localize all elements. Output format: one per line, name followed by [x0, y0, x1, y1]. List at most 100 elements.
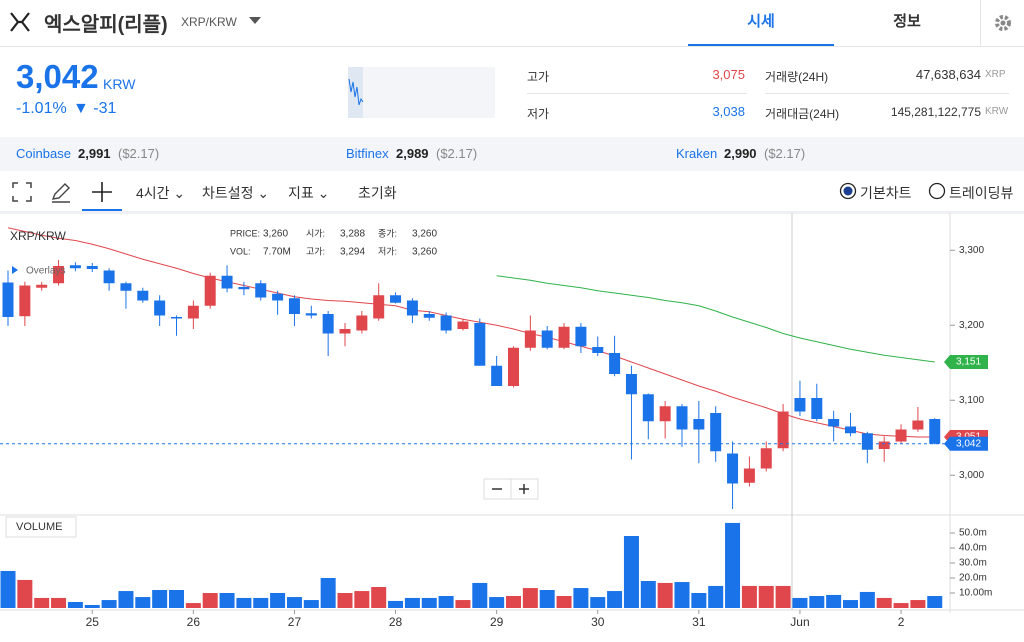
volume-bar: [51, 597, 67, 608]
candle-body: [558, 326, 570, 348]
candle-body: [69, 265, 81, 269]
candle-body: [794, 398, 806, 412]
volume-bar: [758, 585, 774, 608]
candle-body: [845, 426, 856, 434]
draw-tool[interactable]: [50, 181, 72, 203]
exchange-name: Coinbase: [16, 146, 71, 161]
volume-bar: [809, 596, 825, 608]
reset[interactable]: 초기화: [358, 185, 397, 201]
volume-bar: [522, 588, 538, 608]
coin-title: 엑스알피(리플): [44, 14, 168, 36]
exchange-price: 2,990: [724, 146, 757, 161]
info-label: 종가:: [378, 228, 397, 238]
volume-bar: [236, 597, 252, 608]
interval[interactable]: 4시간 ⌄: [136, 185, 186, 201]
stat-label: 거래량(24H): [765, 70, 829, 84]
dropdown[interactable]: [248, 16, 262, 26]
exchange-price: 2,989: [396, 146, 429, 161]
volume-bar: [320, 578, 336, 608]
info-value: 3,260: [412, 247, 437, 258]
y-tick-label: 3,300: [959, 245, 984, 256]
info-label: PRICE:: [230, 228, 260, 238]
candle-body: [524, 330, 536, 348]
logo: [10, 12, 30, 32]
exchange-name: Kraken: [676, 146, 718, 161]
candle-body: [727, 453, 739, 484]
candle-body: [912, 420, 924, 430]
volume-bar: [826, 594, 842, 608]
candle-body: [390, 295, 402, 303]
info-label: 시가:: [306, 228, 325, 238]
candle-body: [811, 398, 823, 419]
candle-body: [592, 347, 604, 353]
volume-label-box: [5, 516, 77, 538]
info-value: 3,294: [340, 247, 365, 258]
volume-bar: [0, 570, 16, 608]
vol-tick-label: 10.00m: [959, 588, 992, 599]
volume-bar: [253, 597, 269, 608]
price-tag: [944, 436, 988, 451]
candle-body: [103, 270, 115, 284]
volume-bar: [101, 600, 117, 608]
volume-bar: [725, 522, 741, 608]
volume-bar: [708, 585, 724, 608]
stat-value: 3,038: [712, 104, 745, 119]
mode-option[interactable]: 트레이딩뷰: [949, 185, 1014, 201]
y-tick-label: 3,200: [959, 320, 984, 331]
volume-bar: [927, 596, 943, 608]
price-tag-label: 3,151: [956, 357, 981, 368]
candle-body: [322, 314, 334, 334]
volume-bar: [404, 597, 420, 608]
volume-bar: [354, 591, 370, 608]
volume-bar: [843, 600, 858, 608]
candle-body: [356, 315, 368, 331]
candle-body: [53, 266, 65, 284]
tab[interactable]: 정보: [893, 13, 921, 30]
candle-body: [204, 275, 216, 306]
exchange-usd: ($2.17): [764, 146, 806, 161]
candle-body: [676, 406, 688, 430]
interval-label: 4시간: [136, 185, 170, 201]
change: ▼ -31: [73, 100, 117, 117]
tab[interactable]: 시세: [688, 0, 834, 47]
volume-bar: [590, 597, 606, 608]
exchange-name: Bitfinex: [346, 146, 389, 161]
candle-body: [895, 429, 907, 442]
volume-bar: [388, 600, 404, 608]
vol-tick-label: 50.0m: [959, 528, 987, 539]
candle-body: [2, 282, 14, 317]
exchange-usd: ($2.17): [118, 146, 160, 161]
y-tick-label: 3,000: [959, 470, 984, 481]
volume-bar: [438, 596, 454, 608]
volume-bar: [34, 597, 50, 608]
candle-body: [440, 315, 452, 331]
stat-label: 거래대금(24H): [765, 107, 840, 121]
currency: KRW: [103, 76, 136, 92]
x-tick-label: 2: [898, 615, 905, 629]
candle-body: [19, 285, 31, 317]
candle-body: [861, 433, 873, 450]
settings[interactable]: [980, 0, 1024, 46]
indicator-menu[interactable]: 지표 ⌄: [288, 185, 330, 201]
volume-bar: [270, 593, 286, 608]
x-tick-label: 30: [591, 615, 605, 629]
volume-bar: [421, 597, 437, 608]
settings-menu[interactable]: 차트설정 ⌄: [202, 185, 270, 201]
stat-label: 저가: [527, 107, 550, 121]
zoom-controls[interactable]: [483, 478, 539, 500]
candle-body: [154, 300, 166, 316]
mode-option[interactable]: 기본차트: [860, 185, 912, 201]
stat-value: 145,281,122,775: [890, 105, 981, 119]
volume-bar: [640, 581, 656, 608]
candle-body: [406, 300, 418, 316]
candle-body: [86, 266, 98, 269]
candle-body: [120, 283, 132, 291]
volume-bar: [573, 588, 589, 608]
candle-body: [710, 413, 722, 452]
volume-bar: [691, 593, 707, 608]
volume-bar: [623, 536, 639, 608]
x-tick-label: 28: [389, 615, 403, 629]
volume-bar: [539, 590, 555, 608]
crosshair-tool[interactable]: [82, 175, 122, 211]
